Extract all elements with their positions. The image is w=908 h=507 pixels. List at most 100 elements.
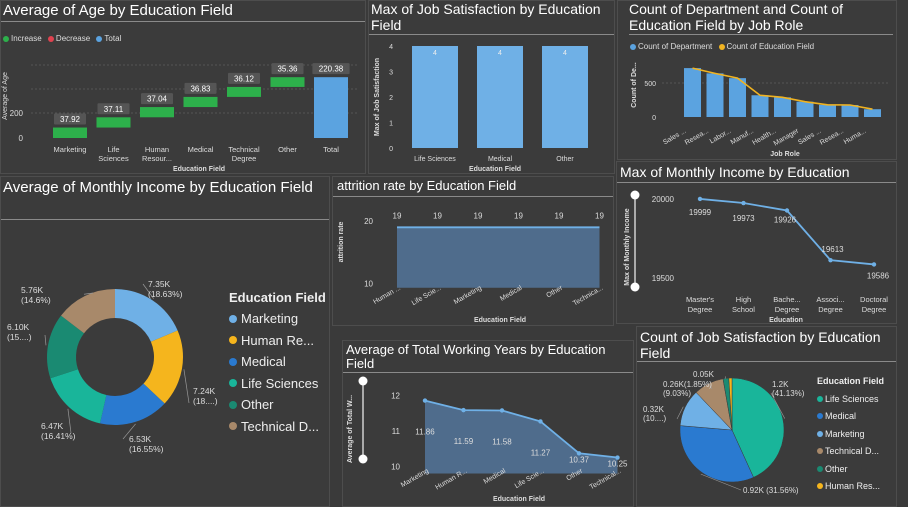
slider-handle (630, 282, 640, 292)
legend-row-human-resources[interactable]: Human Re... (229, 330, 326, 352)
series-line (424, 399, 618, 459)
data-label: 1.2K (772, 380, 789, 389)
y-tick-label: 10 (391, 462, 400, 471)
y-tick-label: 20 (364, 217, 373, 226)
data-label: 7.35K (148, 279, 171, 289)
data-label: 6.10K (7, 322, 30, 332)
legend-row-other[interactable]: Other (229, 394, 326, 416)
x-tick-label: Life Scie... (411, 285, 443, 307)
data-label: 19 (474, 211, 483, 220)
bar (684, 68, 701, 117)
income-legend: Education Field Marketing Human Re... Me… (229, 290, 326, 437)
legend-dot (817, 483, 823, 490)
legend-dot (630, 43, 636, 50)
x-tick-label: Life (107, 145, 119, 154)
data-label: 19926 (774, 215, 797, 224)
jobsat-chart: 4 3 2 1 0 Max of Job Satisfaction 4 Life Scienc… (374, 44, 588, 173)
data-point (741, 200, 746, 206)
jobsat-title: Max of Job Satisfaction by Education Fie… (371, 1, 601, 33)
data-label: 19 (393, 211, 402, 220)
income-panel[interactable]: Average of Monthly Income by Education F… (0, 176, 330, 507)
working-panel[interactable]: Average of Total Working Years by Educat… (342, 340, 634, 507)
data-point (697, 196, 703, 202)
label-leader-line (707, 381, 713, 390)
legend-label: Marketing (825, 428, 865, 439)
label-leader-line (183, 369, 190, 404)
data-label: 6.47K (41, 421, 64, 431)
data-label: (15....) (7, 332, 32, 342)
x-tick-label: Associ... (816, 295, 844, 304)
pie-slice (731, 377, 785, 478)
data-label-bg (271, 63, 304, 75)
attrition-chart: 20 10 attrition rate 19 Human ... 19 Life Scie… (338, 211, 605, 324)
legend-dot (229, 314, 237, 323)
waterfall-bar (270, 77, 305, 87)
data-label: 35.36 (277, 65, 298, 74)
data-label: 11.86 (415, 428, 435, 437)
data-label: 36.12 (234, 74, 255, 83)
legend-dot (96, 35, 103, 42)
x-tick-label: Degree (232, 154, 257, 163)
legend-label: Life Sciences (825, 393, 879, 404)
x-axis-label: Job Role (770, 151, 800, 158)
legend-label: Increase (11, 34, 42, 43)
jobsat-panel[interactable]: Max of Job Satisfaction by Education Fie… (368, 0, 615, 174)
y-tick-label: 1 (389, 121, 393, 128)
data-label-bg (97, 103, 130, 115)
x-tick-label: Resea... (684, 128, 710, 147)
legend-row-marketing[interactable]: Marketing (817, 425, 884, 443)
legend-row-other[interactable]: Other (817, 460, 884, 478)
jobsatcount-panel[interactable]: Count of Job Satisfaction by Education F… (636, 326, 897, 507)
legend-label: Medical (241, 354, 286, 370)
data-label: 37.04 (147, 95, 168, 104)
working-chart: 12 11 10 Average of Total W... 11.86 Marketin… (347, 376, 628, 503)
slider-handle (630, 190, 640, 200)
title-underline (333, 196, 613, 197)
data-label-bg (141, 93, 173, 105)
label-leader-line (676, 406, 684, 420)
area-fill (425, 400, 618, 474)
data-label: 37.11 (104, 105, 124, 114)
x-tick-label: School (732, 305, 755, 314)
legend-row-technical[interactable]: Technical D... (817, 443, 884, 461)
data-point (499, 408, 505, 413)
x-tick-label: Manuf... (730, 128, 755, 147)
pie-slice (679, 425, 754, 483)
bar (542, 46, 588, 148)
dept-panel[interactable]: Count of Department and Count of Educati… (617, 0, 897, 160)
label-leader-line (83, 292, 94, 295)
waterfall-bar (227, 86, 261, 97)
data-label-bg (184, 82, 217, 94)
legend-row-technical[interactable]: Technical D... (229, 416, 326, 438)
income-donut-chart: 7.35K(18.63%) 7.24K(18....) 6.53K(16.55%) 6… (7, 279, 218, 454)
data-label: (14.6%) (21, 295, 51, 305)
legend-row-marketing[interactable]: Marketing (229, 308, 326, 330)
maxincome-panel[interactable]: Max of Monthly Income by Education 20000… (616, 161, 897, 324)
y-tick-label: 2 (389, 95, 393, 102)
x-tick-label: Resour... (142, 154, 172, 163)
legend-row-medical[interactable]: Medical (229, 351, 326, 373)
data-point (828, 257, 833, 263)
data-label: 4 (433, 50, 437, 57)
x-tick-label: Marketing (54, 145, 87, 154)
legend-row-life-sciences[interactable]: Life Sciences (817, 390, 884, 408)
legend-row-medical[interactable]: Medical (817, 408, 884, 426)
bar (864, 109, 881, 117)
data-point (615, 455, 620, 460)
data-label: (18.63%) (148, 289, 183, 299)
data-label-bg (54, 113, 86, 125)
attrition-panel[interactable]: attrition rate by Education Field 20 10 at… (332, 176, 614, 326)
legend-row-human-resources[interactable]: Human Res... (817, 478, 884, 496)
x-axis-label: Education Field (493, 496, 545, 503)
legend-row-life-sciences[interactable]: Life Sciences (229, 373, 326, 395)
x-tick-label: Resea... (819, 128, 845, 147)
legend-label: Life Sciences (241, 375, 319, 391)
label-leader-line (122, 423, 136, 440)
x-tick-label: Total (323, 145, 339, 154)
legend-dot (3, 35, 9, 42)
age-panel[interactable]: Average of Age by Education Field Increa… (0, 0, 366, 174)
x-tick-label: High (736, 295, 751, 304)
x-axis-label: Education Field (469, 166, 521, 173)
label-leader-line (724, 376, 726, 380)
data-point (422, 398, 428, 403)
